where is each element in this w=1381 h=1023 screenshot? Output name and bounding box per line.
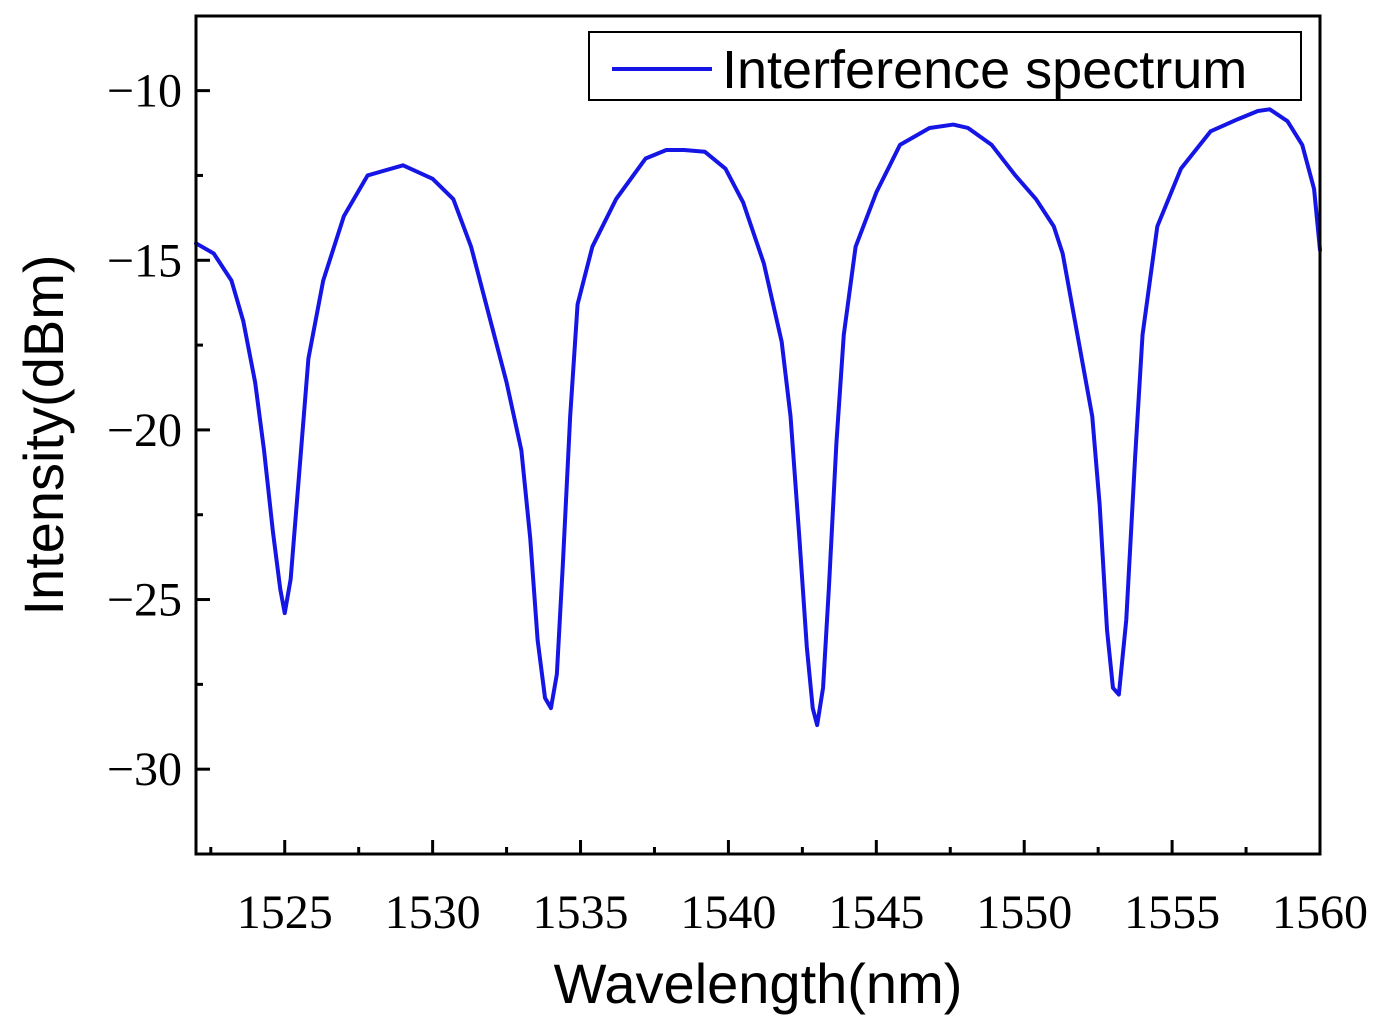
x-tick-label: 1560 [1272,886,1368,939]
y-tick-label: −30 [107,743,182,796]
plot-frame [194,14,1322,856]
y-axis-ticks [196,89,210,856]
series-line-0 [194,107,1322,728]
legend-box [588,31,1302,101]
legend-entry-interference-spectrum: Interference spectrum [722,40,1247,100]
x-tick-label: 1555 [1124,886,1220,939]
x-tick-label: 1530 [385,886,481,939]
y-tick-label: −25 [107,574,182,627]
x-axis-ticks [209,840,1322,854]
x-tick-label: 1550 [976,886,1072,939]
y-axis-title: Intensity(dBm) [12,255,75,616]
x-axis-tick-labels: 1525 1530 1535 1540 1545 1550 1555 1560 [237,886,1368,939]
y-tick-label: −10 [107,65,182,118]
y-tick-label: −15 [107,234,182,287]
x-tick-label: 1535 [533,886,629,939]
plot-area [194,107,1322,728]
y-axis-tick-labels: −10 −15 −20 −25 −30 [107,65,182,797]
y-tick-label: −20 [107,404,182,457]
legend: Interference spectrum [588,31,1302,101]
x-tick-label: 1525 [237,886,333,939]
x-axis-title: Wavelength(nm) [554,952,963,1015]
x-tick-label: 1540 [680,886,776,939]
x-tick-label: 1545 [828,886,924,939]
